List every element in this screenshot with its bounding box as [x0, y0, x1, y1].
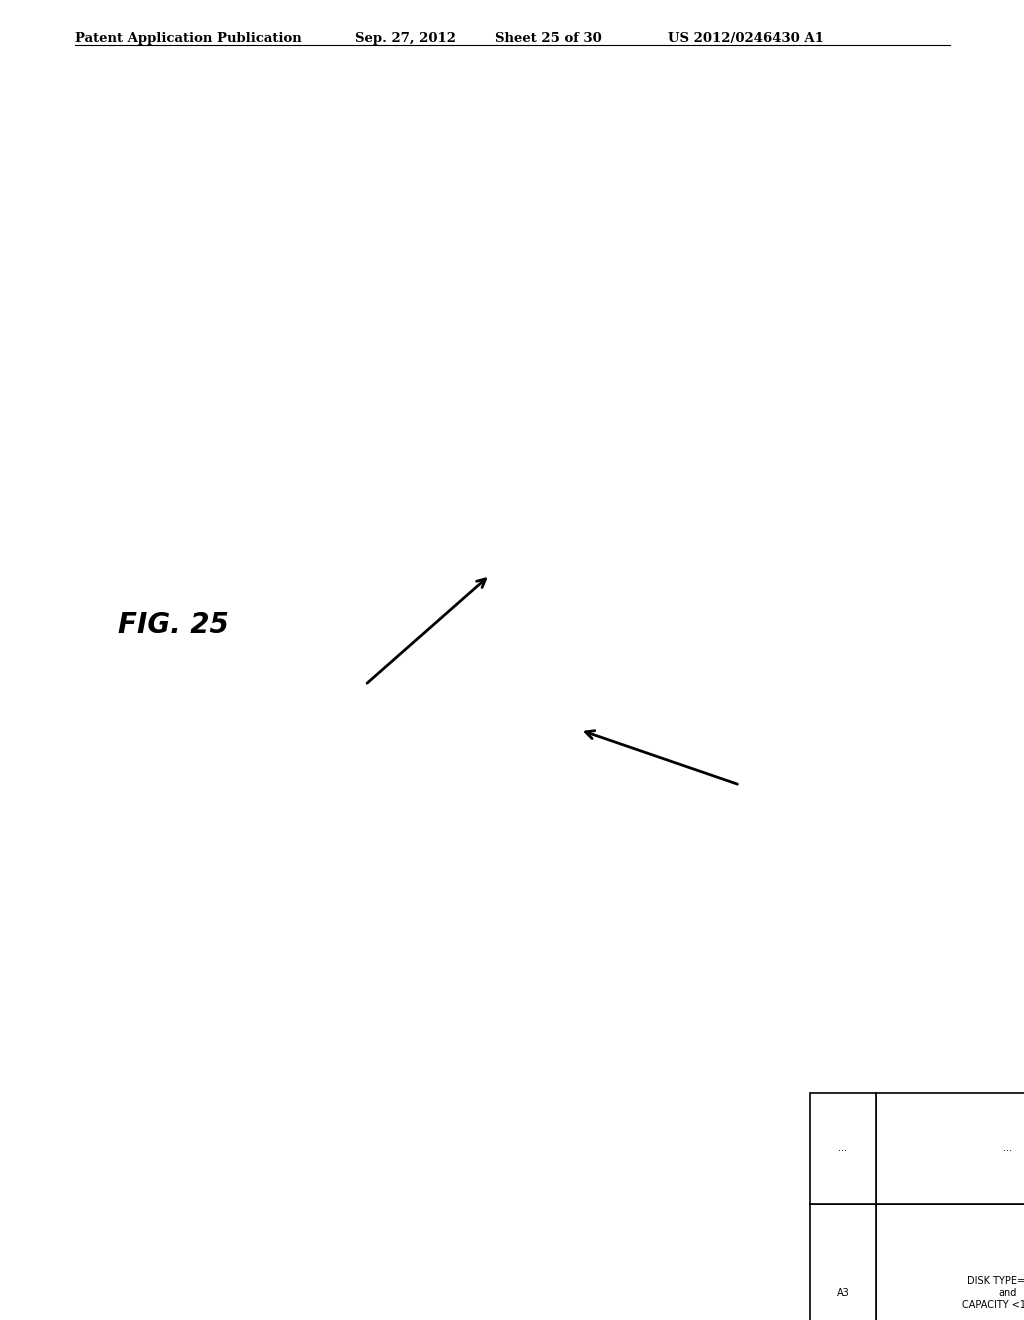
FancyBboxPatch shape: [810, 1093, 876, 1204]
Text: DISK TYPE=SATA
and
CAPACITY <100GB: DISK TYPE=SATA and CAPACITY <100GB: [963, 1276, 1024, 1309]
Text: US 2012/0246430 A1: US 2012/0246430 A1: [668, 32, 824, 45]
FancyBboxPatch shape: [810, 1204, 876, 1320]
Text: Sep. 27, 2012: Sep. 27, 2012: [355, 32, 456, 45]
FancyBboxPatch shape: [876, 1204, 1024, 1320]
Text: A3: A3: [837, 1288, 849, 1298]
FancyBboxPatch shape: [876, 1093, 1024, 1204]
Text: Sheet 25 of 30: Sheet 25 of 30: [495, 32, 602, 45]
Text: Patent Application Publication: Patent Application Publication: [75, 32, 302, 45]
Text: ...: ...: [839, 1143, 848, 1154]
Text: FIG. 25: FIG. 25: [118, 611, 228, 639]
Text: ...: ...: [1004, 1143, 1012, 1154]
